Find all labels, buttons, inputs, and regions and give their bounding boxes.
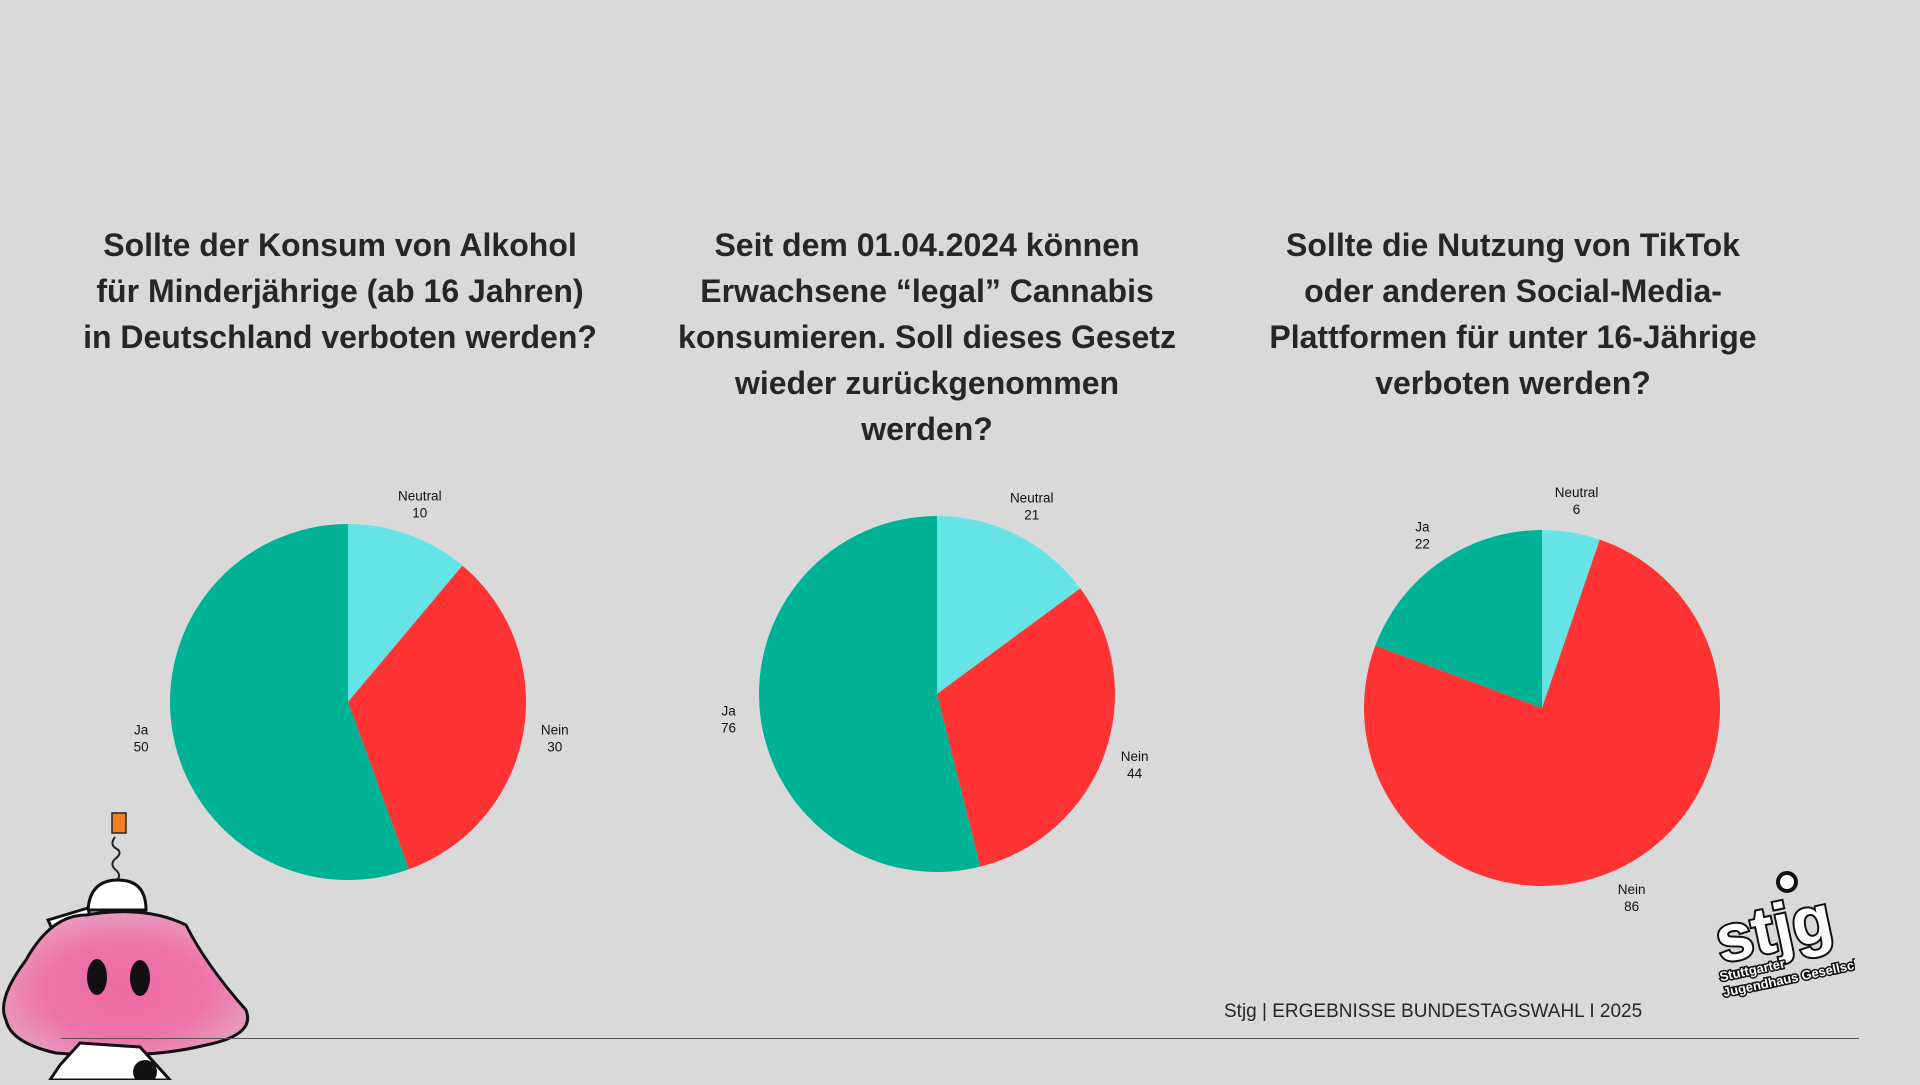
chart-title-cannabis: Seit dem 01.04.2024 können Erwachsene “l… xyxy=(678,227,1176,447)
footer-text: Stjg | ERGEBNISSE BUNDESTAGSWAHL I 2025 xyxy=(1224,1001,1643,1022)
pie-label-ja: Ja 22 xyxy=(1415,519,1430,551)
pie-label-neutral: Neutral 6 xyxy=(1555,485,1599,517)
pie-slice-neutral xyxy=(348,524,463,702)
pie-slice-nein xyxy=(937,588,1115,867)
pie-slice-ja xyxy=(759,516,981,872)
pie-label-nein: Nein 30 xyxy=(541,722,569,754)
pie-slice-ja xyxy=(170,524,409,880)
pie-label-nein: Nein 86 xyxy=(1618,882,1646,914)
footer-divider xyxy=(61,1038,1859,1039)
pie-slice-neutral xyxy=(937,516,1081,694)
pie-label-neutral: Neutral 10 xyxy=(398,489,442,521)
pie-label-neutral: Neutral 21 xyxy=(1010,491,1054,523)
pie-label-ja: Ja 76 xyxy=(721,704,736,736)
pie-slice-ja xyxy=(1375,530,1542,708)
stjg-logo: stjg Stuttgarter Jugendhaus Gesellschaft xyxy=(1705,868,1881,1003)
pie-slice-nein xyxy=(348,565,526,870)
mascot-illustration xyxy=(0,775,260,1085)
pie-slice-nein xyxy=(1364,539,1720,886)
pie-slice-neutral xyxy=(1542,530,1600,708)
chart-title-social-media: Sollte die Nutzung von TikTok oder ander… xyxy=(1269,227,1757,401)
pie-label-nein: Nein 44 xyxy=(1121,749,1149,781)
pie-label-ja: Ja 50 xyxy=(134,722,149,754)
chart-title-alcohol: Sollte der Konsum von Alkohol für Minder… xyxy=(83,227,597,355)
